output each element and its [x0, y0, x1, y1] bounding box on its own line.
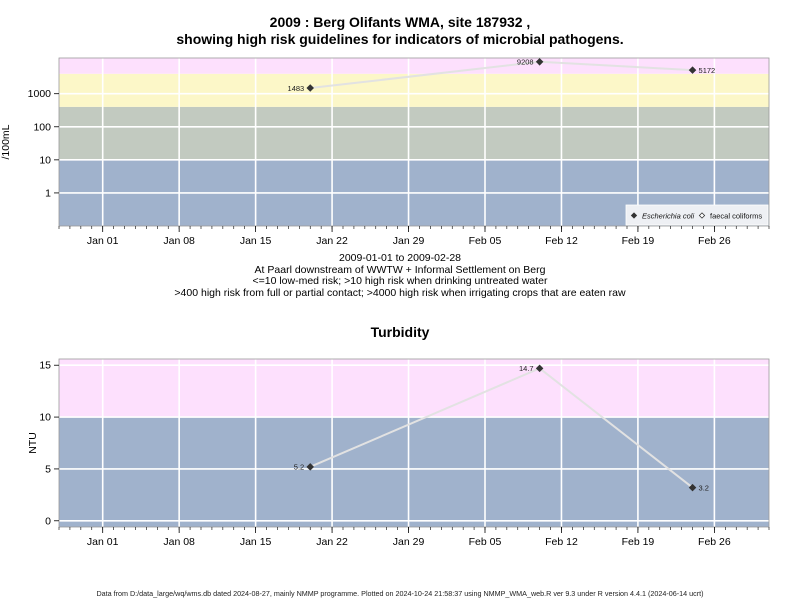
footer-note: Data from D:/data_large/wq/wms.db dated …: [96, 589, 704, 598]
panel1-x-tick-label-6: Feb 05: [469, 235, 502, 247]
legend-box: [625, 204, 769, 226]
panel1-x-tick-label-9: Feb 26: [698, 235, 731, 247]
subtitle-guideline-drinking: <=10 low-med risk; >10 high risk when dr…: [252, 275, 548, 287]
panel2-y-tick-label-4: 15: [39, 360, 51, 372]
panel1-risk-band-4: [59, 58, 769, 74]
turbidity-title: Turbidity: [370, 324, 430, 340]
panel2-y-tick-label-2: 5: [45, 463, 51, 475]
panel2-data-label-1: 5.2: [294, 463, 304, 472]
panel2-y-tick-label-3: 10: [39, 412, 51, 424]
panel1-y-tick-label-2: 10: [39, 154, 51, 166]
panel1-x-tick-label-4: Jan 22: [316, 235, 348, 247]
panel1-x-tick-label-5: Jan 29: [393, 235, 425, 247]
panel2-x-tick-label-1: Jan 01: [87, 536, 119, 548]
panel2-data-label-3: 3.2: [699, 483, 709, 492]
panel2-x-tick-label-5: Jan 29: [393, 536, 425, 548]
panel1-x-tick-label-3: Jan 15: [240, 235, 272, 247]
panel2-y-axis-label: NTU: [27, 432, 39, 454]
panel1-data-point-2: [535, 58, 544, 66]
panel2-y-tick-label-1: 0: [45, 515, 51, 527]
panel1-x-tick-label-7: Feb 12: [545, 235, 578, 247]
panel2-data-point-3: [688, 483, 697, 492]
panel1-y-tick-label-1: 1: [45, 187, 51, 199]
legend-marker-2: [698, 212, 706, 219]
legend-entry-1: Escherichia coli: [642, 211, 694, 220]
chart-title-line-1: 2009 : Berg Olifants WMA, site 187932 ,: [269, 14, 531, 30]
panel1-x-tick-label-2: Jan 08: [163, 235, 195, 247]
panel2-risk-band-2: [59, 359, 769, 418]
panel2-data-label-2: 14.7: [519, 364, 534, 373]
chart-title-line-2: showing high risk guidelines for indicat…: [176, 31, 624, 47]
panel1-risk-band-3: [59, 73, 769, 107]
panel2-x-tick-label-2: Jan 08: [163, 536, 195, 548]
panel1-x-tick-label-1: Jan 01: [87, 235, 119, 247]
legend-marker-1: [630, 212, 638, 219]
panel1-data-point-1: [306, 84, 314, 92]
panel1-data-label-3: 5172: [699, 66, 716, 75]
panel1-data-point-3: [688, 66, 697, 74]
panel2-x-tick-label-9: Feb 26: [698, 536, 731, 548]
panel1-x-tick-label-8: Feb 19: [622, 235, 655, 247]
panel1-y-tick-label-3: 100: [33, 121, 51, 133]
subtitle-guideline-contact: >400 high risk from full or partial cont…: [174, 286, 626, 299]
panel1-frame: [58, 57, 770, 227]
panel2-x-tick-label-8: Feb 19: [622, 536, 655, 548]
panel2-frame: [58, 358, 770, 528]
panel2-x-tick-label-4: Jan 22: [316, 536, 348, 548]
panel2-x-tick-label-7: Feb 12: [545, 536, 578, 548]
panel1-data-label-2: 9208: [517, 58, 534, 67]
panel1-risk-band-2: [59, 106, 769, 160]
panel2-data-point-1: [306, 463, 314, 471]
subtitle-date-range: 2009-01-01 to 2009-02-28: [338, 252, 461, 264]
panel2-risk-band-1: [59, 417, 769, 527]
panel1-y-axis-label: /100mL: [0, 124, 12, 159]
legend-entry-2: faecal coliforms: [710, 211, 762, 220]
panel1-data-label-1: 1483: [288, 84, 305, 93]
subtitle-site: At Paarl downstream of WWTW + Informal S…: [254, 263, 546, 276]
panel2-x-tick-label-6: Feb 05: [469, 536, 502, 548]
panel2-data-point-2: [535, 364, 544, 373]
panel2-x-tick-label-3: Jan 15: [240, 536, 272, 548]
panel1-y-tick-label-4: 1000: [28, 88, 52, 100]
